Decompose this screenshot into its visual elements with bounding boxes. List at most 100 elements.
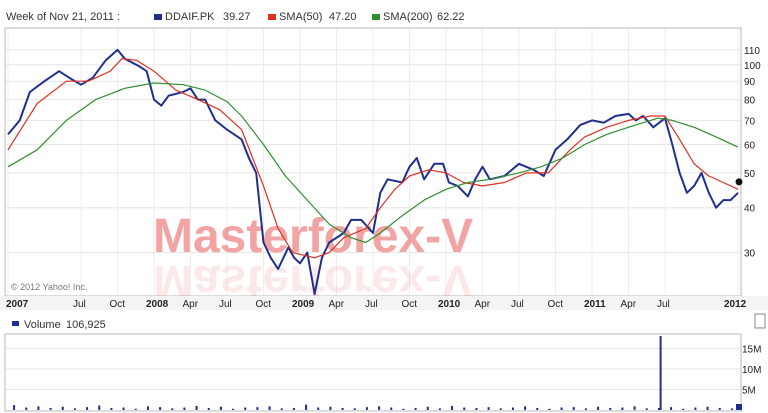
volume-swatch	[12, 321, 19, 326]
x-tick-label: Apr	[475, 299, 491, 310]
x-tick-label: Oct	[548, 299, 564, 310]
legend-price-value: 39.27	[223, 11, 251, 23]
volume-bar	[426, 406, 429, 410]
volume-bar	[499, 408, 502, 410]
volume-bar	[49, 407, 52, 410]
legend-price[interactable]: DDAIF.PK 39.27	[154, 11, 251, 23]
volume-value: 106,925	[66, 319, 106, 331]
sma50-line	[7, 58, 739, 259]
legend-price-name: DDAIF.PK	[165, 11, 215, 23]
volume-bar	[61, 406, 64, 410]
last-value-marker	[735, 178, 743, 186]
price-y-ticks: 110 100 90 80 70 60 50 40 30	[744, 46, 761, 260]
volume-bar	[110, 407, 113, 410]
x-tick-label: Oct	[402, 299, 418, 310]
volume-bar	[256, 407, 259, 410]
volume-bar	[195, 405, 198, 410]
volume-bar	[341, 407, 344, 410]
volume-bar	[572, 407, 575, 410]
volume-bar	[25, 407, 28, 410]
volume-bar	[390, 407, 393, 410]
volume-bar	[718, 407, 721, 410]
volume-y-tick-label: 15M	[742, 344, 761, 355]
sma200-line	[7, 82, 739, 244]
x-tick-label: Apr	[329, 299, 345, 310]
x-tick-label: Jul	[511, 299, 524, 310]
volume-bar	[13, 405, 16, 410]
legend-swatch-price	[154, 14, 162, 20]
watermark: Masterforex-V Masterforex-V	[153, 210, 473, 308]
price-y-tick-label: 30	[744, 249, 756, 260]
legend-swatch-sma200	[372, 14, 380, 20]
price-y-tick-label: 90	[744, 77, 756, 88]
volume-bar	[682, 408, 685, 410]
volume-bar	[621, 407, 624, 410]
header-band	[0, 0, 768, 28]
volume-bar	[633, 406, 636, 410]
week-label: Week of Nov 21, 2011 :	[6, 11, 120, 23]
legend-sma200-value: 62.22	[437, 11, 465, 23]
volume-bar	[244, 407, 247, 410]
volume-bar	[438, 408, 441, 410]
price-grid	[6, 29, 740, 295]
price-y-tick-label: 60	[744, 140, 756, 151]
x-axis-ticks: 2007 Jul Oct 2008 Apr Jul Oct 2009 Apr Jul Oct 2010…	[6, 299, 747, 310]
legend-swatch-sma50	[268, 14, 276, 20]
legend-sma200[interactable]: SMA(200) 62.22	[372, 11, 465, 23]
volume-bar	[730, 408, 733, 410]
volume-bar	[73, 408, 76, 410]
volume-bar	[280, 408, 283, 410]
volume-bar	[378, 406, 381, 410]
x-tick-label: 2010	[438, 299, 461, 310]
volume-y-tick-label: 10M	[742, 365, 761, 376]
volume-bar	[414, 407, 417, 410]
volume-bar	[171, 408, 174, 410]
x-tick-label: 2009	[292, 299, 315, 310]
volume-bar	[560, 407, 563, 410]
legend-sma50-name: SMA(50)	[279, 11, 322, 23]
volume-grid	[6, 347, 740, 390]
volume-bar	[146, 406, 149, 410]
volume-bar	[268, 406, 271, 410]
price-y-tick-label: 110	[744, 46, 760, 57]
volume-bar	[305, 404, 308, 410]
x-tick-label: Jul	[365, 299, 378, 310]
volume-panel-frame	[4, 333, 742, 412]
x-tick-label: Jul	[73, 299, 86, 310]
price-y-tick-label: 40	[744, 204, 756, 215]
volume-bar	[37, 406, 40, 410]
legend-sma50[interactable]: SMA(50) 47.20	[268, 11, 357, 23]
volume-bar	[353, 408, 356, 410]
x-tick-label: Jul	[219, 299, 232, 310]
scroll-handle-price[interactable]	[754, 313, 766, 329]
volume-bar	[548, 408, 551, 410]
volume-bar	[694, 407, 697, 410]
volume-bar	[524, 406, 527, 410]
x-tick-label: 2008	[146, 299, 169, 310]
price-y-tick-label: 100	[744, 61, 761, 72]
volume-bars	[13, 336, 742, 410]
volume-bar	[451, 405, 454, 410]
copyright: © 2012 Yahoo! Inc.	[11, 282, 87, 292]
volume-bar	[365, 407, 368, 410]
x-tick-label: Oct	[256, 299, 272, 310]
volume-bar	[670, 407, 673, 410]
volume-bar	[134, 408, 137, 410]
volume-bar	[207, 407, 210, 410]
volume-bar	[183, 407, 186, 410]
volume-bar	[645, 408, 648, 410]
volume-bar	[98, 405, 101, 410]
x-tick-label: Apr	[183, 299, 199, 310]
volume-bar	[402, 408, 405, 410]
x-tick-label: 2011	[584, 299, 606, 310]
volume-last-marker	[736, 404, 742, 410]
watermark-text: Masterforex-V	[153, 210, 473, 263]
volume-bar	[86, 407, 89, 410]
volume-spike-bar	[659, 336, 662, 410]
volume-bar	[511, 407, 514, 410]
legend-sma50-value: 47.20	[329, 11, 357, 23]
x-tick-label: 2007	[6, 299, 29, 310]
x-tick-label: Jul	[657, 299, 670, 310]
volume-bar	[122, 407, 125, 410]
